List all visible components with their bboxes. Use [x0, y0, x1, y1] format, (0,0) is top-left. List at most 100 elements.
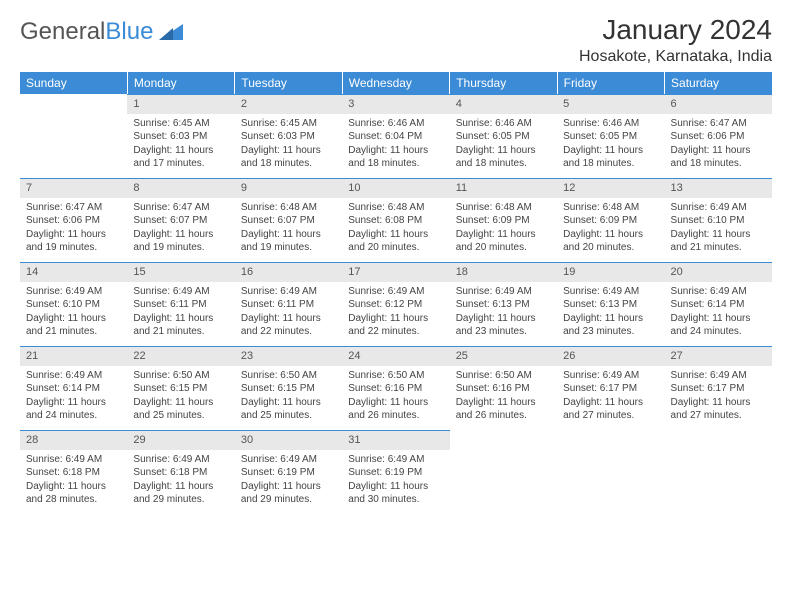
- brand-text: GeneralBlue: [20, 18, 153, 46]
- day-details: Sunrise: 6:45 AMSunset: 6:03 PMDaylight:…: [235, 114, 342, 175]
- calendar-day-cell: 10Sunrise: 6:48 AMSunset: 6:08 PMDayligh…: [342, 178, 449, 262]
- day-details: Sunrise: 6:49 AMSunset: 6:17 PMDaylight:…: [665, 366, 772, 427]
- calendar-day-cell: 14Sunrise: 6:49 AMSunset: 6:10 PMDayligh…: [20, 262, 127, 346]
- weekday-header: Wednesday: [342, 72, 449, 94]
- weekday-header: Saturday: [665, 72, 772, 94]
- calendar-day-cell: 27Sunrise: 6:49 AMSunset: 6:17 PMDayligh…: [665, 346, 772, 430]
- day-details: Sunrise: 6:49 AMSunset: 6:10 PMDaylight:…: [665, 198, 772, 259]
- calendar-day-cell: [665, 430, 772, 514]
- calendar-day-cell: 2Sunrise: 6:45 AMSunset: 6:03 PMDaylight…: [235, 94, 342, 178]
- day-number: 30: [235, 430, 342, 450]
- day-details: Sunrise: 6:46 AMSunset: 6:05 PMDaylight:…: [557, 114, 664, 175]
- calendar-day-cell: 28Sunrise: 6:49 AMSunset: 6:18 PMDayligh…: [20, 430, 127, 514]
- day-number: 18: [450, 262, 557, 282]
- day-number: 14: [20, 262, 127, 282]
- day-number: 16: [235, 262, 342, 282]
- weekday-header: Tuesday: [235, 72, 342, 94]
- day-number: 13: [665, 178, 772, 198]
- brand-part1: General: [20, 18, 105, 45]
- calendar-day-cell: 19Sunrise: 6:49 AMSunset: 6:13 PMDayligh…: [557, 262, 664, 346]
- day-details: Sunrise: 6:49 AMSunset: 6:13 PMDaylight:…: [450, 282, 557, 343]
- day-number: 22: [127, 346, 234, 366]
- calendar-week-row: 14Sunrise: 6:49 AMSunset: 6:10 PMDayligh…: [20, 262, 772, 346]
- calendar-day-cell: 5Sunrise: 6:46 AMSunset: 6:05 PMDaylight…: [557, 94, 664, 178]
- day-number: 25: [450, 346, 557, 366]
- day-number: 11: [450, 178, 557, 198]
- calendar-week-row: 1Sunrise: 6:45 AMSunset: 6:03 PMDaylight…: [20, 94, 772, 178]
- day-details: Sunrise: 6:49 AMSunset: 6:14 PMDaylight:…: [665, 282, 772, 343]
- calendar-day-cell: 20Sunrise: 6:49 AMSunset: 6:14 PMDayligh…: [665, 262, 772, 346]
- brand-part2: Blue: [105, 18, 153, 45]
- day-details: Sunrise: 6:48 AMSunset: 6:09 PMDaylight:…: [450, 198, 557, 259]
- day-details: Sunrise: 6:49 AMSunset: 6:19 PMDaylight:…: [342, 450, 449, 511]
- day-number: 24: [342, 346, 449, 366]
- calendar-day-cell: [20, 94, 127, 178]
- day-number: 5: [557, 94, 664, 114]
- day-details: Sunrise: 6:47 AMSunset: 6:06 PMDaylight:…: [665, 114, 772, 175]
- day-details: Sunrise: 6:50 AMSunset: 6:16 PMDaylight:…: [450, 366, 557, 427]
- day-details: Sunrise: 6:49 AMSunset: 6:14 PMDaylight:…: [20, 366, 127, 427]
- day-details: Sunrise: 6:47 AMSunset: 6:06 PMDaylight:…: [20, 198, 127, 259]
- day-number: 26: [557, 346, 664, 366]
- calendar-day-cell: 11Sunrise: 6:48 AMSunset: 6:09 PMDayligh…: [450, 178, 557, 262]
- calendar-day-cell: 29Sunrise: 6:49 AMSunset: 6:18 PMDayligh…: [127, 430, 234, 514]
- day-number: 27: [665, 346, 772, 366]
- day-details: Sunrise: 6:49 AMSunset: 6:13 PMDaylight:…: [557, 282, 664, 343]
- day-details: Sunrise: 6:49 AMSunset: 6:11 PMDaylight:…: [235, 282, 342, 343]
- calendar-day-cell: 6Sunrise: 6:47 AMSunset: 6:06 PMDaylight…: [665, 94, 772, 178]
- calendar-day-cell: 18Sunrise: 6:49 AMSunset: 6:13 PMDayligh…: [450, 262, 557, 346]
- calendar-day-cell: 31Sunrise: 6:49 AMSunset: 6:19 PMDayligh…: [342, 430, 449, 514]
- calendar-day-cell: [557, 430, 664, 514]
- day-number: 2: [235, 94, 342, 114]
- location-text: Hosakote, Karnataka, India: [579, 48, 772, 66]
- day-details: Sunrise: 6:49 AMSunset: 6:10 PMDaylight:…: [20, 282, 127, 343]
- day-details: Sunrise: 6:49 AMSunset: 6:19 PMDaylight:…: [235, 450, 342, 511]
- day-number: 7: [20, 178, 127, 198]
- day-details: Sunrise: 6:49 AMSunset: 6:17 PMDaylight:…: [557, 366, 664, 427]
- day-number: 29: [127, 430, 234, 450]
- day-number: 31: [342, 430, 449, 450]
- calendar-day-cell: 25Sunrise: 6:50 AMSunset: 6:16 PMDayligh…: [450, 346, 557, 430]
- calendar-day-cell: 9Sunrise: 6:48 AMSunset: 6:07 PMDaylight…: [235, 178, 342, 262]
- page-title: January 2024: [579, 14, 772, 46]
- calendar-day-cell: 26Sunrise: 6:49 AMSunset: 6:17 PMDayligh…: [557, 346, 664, 430]
- day-details: Sunrise: 6:48 AMSunset: 6:09 PMDaylight:…: [557, 198, 664, 259]
- header: GeneralBlue January 2024 Hosakote, Karna…: [20, 14, 772, 66]
- calendar-day-cell: 1Sunrise: 6:45 AMSunset: 6:03 PMDaylight…: [127, 94, 234, 178]
- day-details: Sunrise: 6:49 AMSunset: 6:11 PMDaylight:…: [127, 282, 234, 343]
- calendar-day-cell: 15Sunrise: 6:49 AMSunset: 6:11 PMDayligh…: [127, 262, 234, 346]
- day-details: Sunrise: 6:46 AMSunset: 6:05 PMDaylight:…: [450, 114, 557, 175]
- calendar-day-cell: 16Sunrise: 6:49 AMSunset: 6:11 PMDayligh…: [235, 262, 342, 346]
- weekday-header: Friday: [557, 72, 664, 94]
- calendar-day-cell: 23Sunrise: 6:50 AMSunset: 6:15 PMDayligh…: [235, 346, 342, 430]
- day-number: 21: [20, 346, 127, 366]
- day-details: Sunrise: 6:50 AMSunset: 6:15 PMDaylight:…: [235, 366, 342, 427]
- day-details: Sunrise: 6:47 AMSunset: 6:07 PMDaylight:…: [127, 198, 234, 259]
- day-details: Sunrise: 6:50 AMSunset: 6:16 PMDaylight:…: [342, 366, 449, 427]
- calendar-day-cell: 3Sunrise: 6:46 AMSunset: 6:04 PMDaylight…: [342, 94, 449, 178]
- day-number: 3: [342, 94, 449, 114]
- calendar-week-row: 21Sunrise: 6:49 AMSunset: 6:14 PMDayligh…: [20, 346, 772, 430]
- day-number: 8: [127, 178, 234, 198]
- day-number: 4: [450, 94, 557, 114]
- calendar-day-cell: 22Sunrise: 6:50 AMSunset: 6:15 PMDayligh…: [127, 346, 234, 430]
- calendar-week-row: 7Sunrise: 6:47 AMSunset: 6:06 PMDaylight…: [20, 178, 772, 262]
- calendar-table: SundayMondayTuesdayWednesdayThursdayFrid…: [20, 72, 772, 514]
- day-details: Sunrise: 6:46 AMSunset: 6:04 PMDaylight:…: [342, 114, 449, 175]
- calendar-day-cell: 17Sunrise: 6:49 AMSunset: 6:12 PMDayligh…: [342, 262, 449, 346]
- calendar-day-cell: 21Sunrise: 6:49 AMSunset: 6:14 PMDayligh…: [20, 346, 127, 430]
- weekday-header: Sunday: [20, 72, 127, 94]
- calendar-header-row: SundayMondayTuesdayWednesdayThursdayFrid…: [20, 72, 772, 94]
- day-details: Sunrise: 6:49 AMSunset: 6:18 PMDaylight:…: [127, 450, 234, 511]
- day-details: Sunrise: 6:48 AMSunset: 6:07 PMDaylight:…: [235, 198, 342, 259]
- brand-logo: GeneralBlue: [20, 18, 185, 46]
- day-number: 12: [557, 178, 664, 198]
- day-details: Sunrise: 6:49 AMSunset: 6:12 PMDaylight:…: [342, 282, 449, 343]
- day-number: 23: [235, 346, 342, 366]
- day-details: Sunrise: 6:45 AMSunset: 6:03 PMDaylight:…: [127, 114, 234, 175]
- day-number: 6: [665, 94, 772, 114]
- day-number: 1: [127, 94, 234, 114]
- calendar-day-cell: 12Sunrise: 6:48 AMSunset: 6:09 PMDayligh…: [557, 178, 664, 262]
- calendar-day-cell: 7Sunrise: 6:47 AMSunset: 6:06 PMDaylight…: [20, 178, 127, 262]
- day-number: 15: [127, 262, 234, 282]
